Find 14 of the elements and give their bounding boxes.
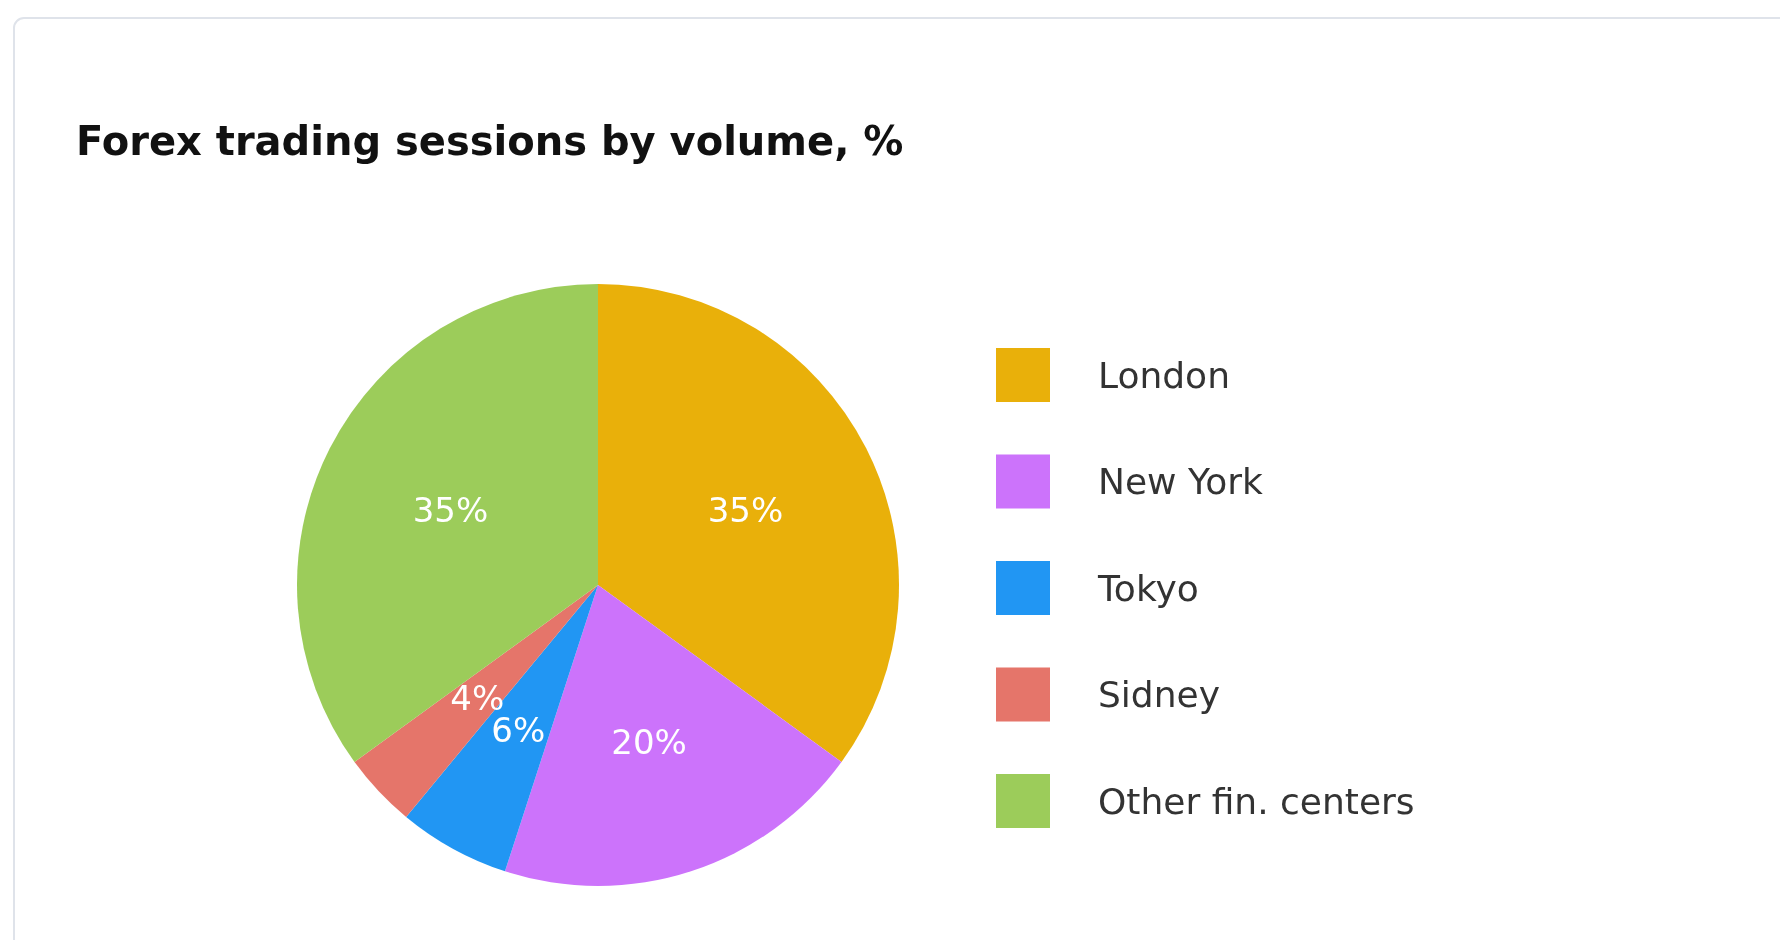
- legend-label: Sidney: [1098, 674, 1220, 715]
- pie-slice: [297, 284, 598, 762]
- data-label: 20%: [611, 722, 687, 763]
- pie-slice: [354, 585, 598, 817]
- pie-slice: [406, 585, 598, 872]
- legend-label: New York: [1098, 461, 1263, 502]
- data-label: 6%: [491, 710, 546, 751]
- pie-slice: [598, 284, 899, 762]
- legend-label: Tokyo: [1097, 567, 1199, 609]
- legend-label: London: [1098, 354, 1230, 396]
- data-label: 35%: [707, 489, 784, 530]
- legend-label: Other fin. centers: [1098, 780, 1415, 822]
- chart-title: Forex trading sessions by volume, %: [76, 118, 904, 164]
- data-label: 35%: [412, 489, 489, 530]
